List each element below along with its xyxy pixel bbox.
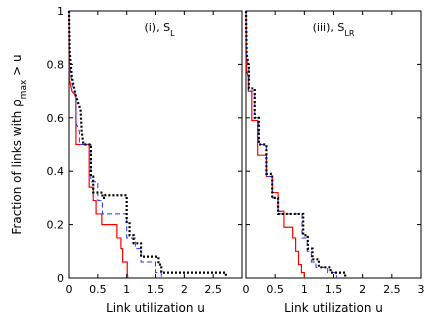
x-tick-label: 0 xyxy=(243,283,250,296)
series-line-solid xyxy=(68,10,129,279)
x-tick-label: 0.5 xyxy=(89,283,107,296)
y-tick-label: 1 xyxy=(57,5,64,18)
series-line-dotted xyxy=(67,10,227,278)
panel-title: (i), SL xyxy=(144,21,175,38)
plot-frame xyxy=(245,10,422,279)
panel-right: 0 0.5 1 1.5 2 2.5 3 Link utilization u (iii), SL… xyxy=(243,10,424,315)
x-tick-label: 1.5 xyxy=(325,283,343,296)
x-tick-label: 2.5 xyxy=(204,283,222,296)
x-tick-label: 2 xyxy=(359,283,366,296)
x-tick-label: 0 xyxy=(66,283,73,296)
x-tick-label: 1.5 xyxy=(147,283,165,296)
series-line-solid xyxy=(245,10,305,278)
y-tick-label: 0 xyxy=(57,272,64,285)
plot-frame xyxy=(68,10,243,279)
series-line-dashed xyxy=(68,10,162,278)
y-tick-label: 0.2 xyxy=(47,219,65,232)
y-axis-label: Fraction of links with ρmax > u xyxy=(10,54,29,234)
x-tick-label: 3 xyxy=(418,283,424,296)
y-tick-label: 0.6 xyxy=(47,112,65,125)
x-tick-label: 1 xyxy=(301,283,308,296)
x-tick-label: 2.5 xyxy=(383,283,401,296)
x-tick-label: 1 xyxy=(123,283,130,296)
series-line-dotted xyxy=(244,10,347,278)
x-axis-title: Link utilization u xyxy=(284,301,383,315)
y-tick-label: 0.8 xyxy=(47,58,65,71)
x-tick-label: 0.5 xyxy=(266,283,284,296)
y-tick-label: 0.4 xyxy=(47,165,65,178)
panel-left: 0 0.2 0.4 0.6 0.8 1 0 0.5 1 1.5 2 2.5 Link utilizati… xyxy=(47,5,243,315)
x-axis-title: Link utilization u xyxy=(106,301,205,315)
x-tick-label: 2 xyxy=(181,283,188,296)
y-axis-title: Fraction of links with ρmax > u xyxy=(10,54,29,234)
panel-title: (iii), SLR xyxy=(313,21,355,38)
